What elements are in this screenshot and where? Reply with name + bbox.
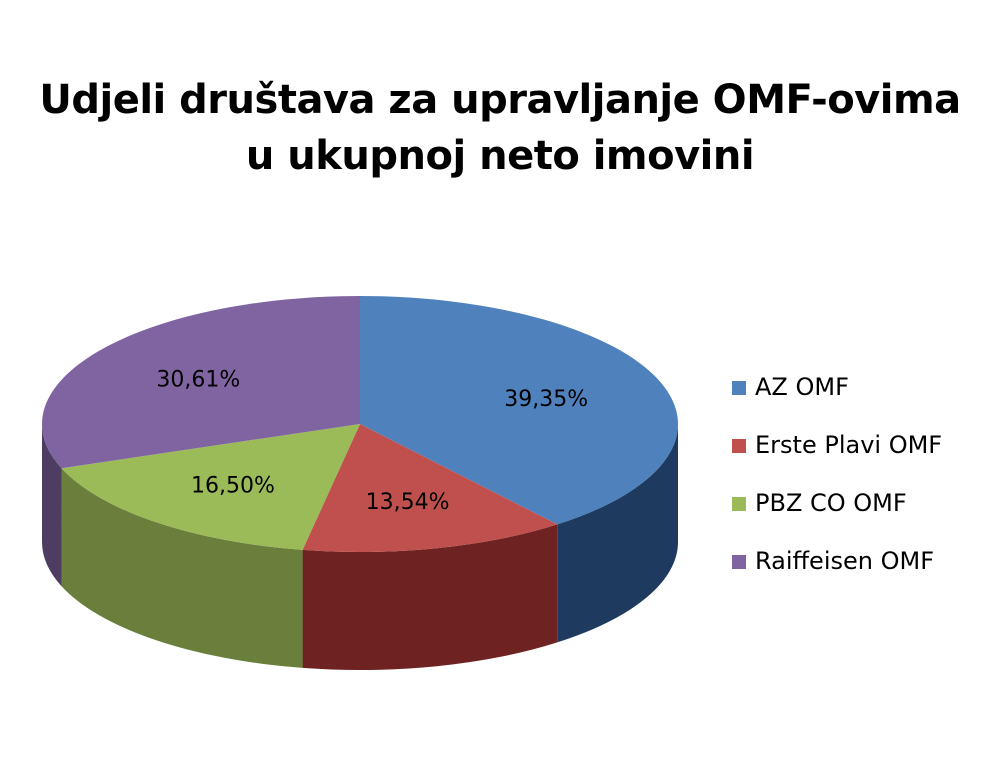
legend-label-erste-plavi-omf: Erste Plavi OMF bbox=[755, 431, 943, 459]
pie-data-label-az-omf: 39,35% bbox=[504, 387, 588, 412]
pie-slice-raiffeisen-omf bbox=[42, 296, 360, 469]
legend-label-az-omf: AZ OMF bbox=[755, 373, 849, 401]
pie-data-label-raiffeisen-omf: 30,61% bbox=[156, 368, 240, 393]
pie-slice-erste-plavi-omf bbox=[302, 424, 558, 552]
legend-label-pbz-co-omf: PBZ CO OMF bbox=[755, 489, 907, 517]
legend-swatch-raiffeisen-omf bbox=[732, 555, 746, 569]
legend-swatch-pbz-co-omf bbox=[732, 497, 746, 511]
legend-swatch-az-omf bbox=[732, 381, 746, 395]
legend-label-raiffeisen-omf: Raiffeisen OMF bbox=[755, 547, 935, 575]
chart-title-line-2: u ukupnoj neto imovini bbox=[245, 133, 755, 179]
pie-slice-pbz-co-omf bbox=[61, 424, 361, 550]
pie-data-label-pbz-co-omf: 16,50% bbox=[191, 474, 275, 499]
pie-data-label-erste-plavi-omf: 13,54% bbox=[366, 490, 450, 515]
pie-side-erste-plavi-omf bbox=[302, 524, 558, 670]
legend-swatch-erste-plavi-omf bbox=[732, 439, 746, 453]
pie-side-raiffeisen-omf bbox=[42, 424, 62, 587]
pie-side-az-omf bbox=[557, 424, 678, 643]
pie-side-pbz-co-omf bbox=[61, 468, 303, 668]
pie-slice-az-omf bbox=[360, 296, 679, 525]
chart-title: Udjeli društava za upravljanje OMF-ovima… bbox=[0, 72, 1000, 184]
chart-title-line-1: Udjeli društava za upravljanje OMF-ovima bbox=[39, 77, 961, 123]
